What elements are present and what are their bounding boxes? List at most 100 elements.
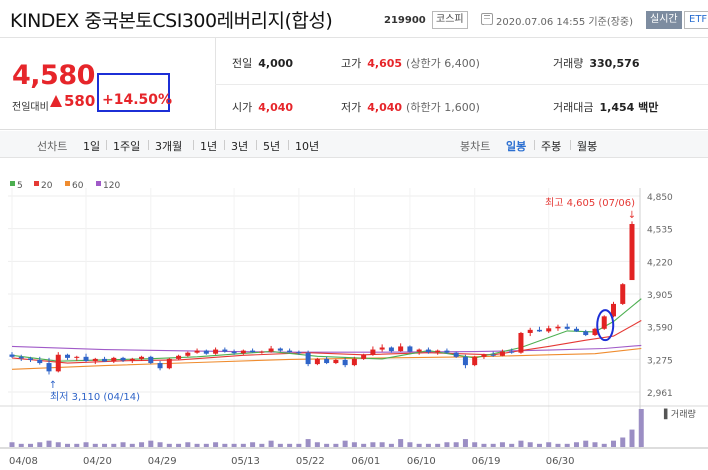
tab-line-chart[interactable]: 선차트 [37,140,68,153]
volume-bar [472,442,478,447]
volume-bar [74,443,80,447]
stat-volume: 거래량 330,576 [553,55,639,71]
tab-candle-chart[interactable]: 봉차트 [460,140,491,153]
candle-body [222,349,228,352]
stat-label: 고가 [341,57,362,70]
tab-monthly[interactable]: 월봉 [569,140,598,153]
volume-bar [555,443,561,447]
volume-bar [268,440,274,447]
volume-bar [240,443,246,447]
volume-bar [37,442,43,447]
candle-body [139,356,145,359]
candle-body [185,352,191,356]
legend-swatch [65,181,70,186]
stat-note: (상한가 6,400) [406,57,480,70]
volume-bar [536,443,542,447]
legend-label: 5 [17,181,23,191]
candle-body [250,350,256,353]
x-tick-label: 06/10 [407,456,436,467]
volume-bar [638,409,644,447]
min-label: 최저 3,110 (04/14) [50,391,140,403]
volume-bar [139,442,145,447]
volume-bar [592,442,598,447]
volume-bar [157,442,163,447]
volume-bar [166,443,172,447]
volume-bar [120,442,126,447]
volume-bars [9,409,644,447]
volume-bar [518,440,524,447]
candle-body [148,356,154,364]
tab-range-3m[interactable]: 3개월 [147,140,183,153]
x-tick-label: 04/08 [9,456,38,467]
volume-bar [277,443,283,447]
y-tick-label: 3,590 [647,324,673,334]
volume-bar [203,443,209,447]
volume-bar [194,443,200,447]
min-arrow-icon: ↑ [49,380,57,391]
divider [215,84,708,85]
tab-range-3y[interactable]: 3년 [223,140,249,153]
etf-button[interactable]: ETF [684,11,708,29]
candle-body [490,354,496,356]
candle-body [620,284,626,304]
up-arrow-icon [50,95,62,107]
volume-bar [324,443,330,447]
volume-bar [527,442,533,447]
volume-bar [610,440,616,447]
y-tick-label: 4,850 [647,193,673,203]
tab-range-10y[interactable]: 10년 [287,140,320,153]
max-arrow-icon: ↓ [628,210,636,221]
candle-body [277,348,283,351]
candle-body [74,356,80,358]
stat-label: 거래대금 [553,101,594,114]
candle-body [240,350,246,354]
stock-code: 219900 [384,15,426,26]
x-tick-label: 06/01 [351,456,380,467]
candle-body [546,328,552,332]
volume-bar [601,443,607,447]
candle-body [120,357,126,361]
volume-bar [185,442,191,447]
volume-bar [481,443,487,447]
candle-body [268,348,274,352]
tab-range-1w[interactable]: 1주일 [105,140,141,153]
realtime-button[interactable]: 실시간 [646,11,682,29]
candle-body [18,356,24,359]
volume-bar [620,437,626,447]
volume-bar [546,442,552,447]
tab-range-1y[interactable]: 1년 [192,140,218,153]
candle-body [388,347,394,352]
tab-range-1d[interactable]: 1일 [83,140,101,153]
candle-body [83,356,89,361]
candle-body [573,328,579,332]
candle-body [453,352,459,357]
stat-label: 거래량 [553,57,584,70]
candle-body [555,326,561,329]
stock-header: KINDEX 중국본토CSI300레버리지(합성) 219900 코스피 202… [0,0,708,38]
volume-bar [342,440,348,447]
legend-label: 20 [41,181,53,191]
price-chart[interactable]: 5 20 60 120 4,850 4,535 4,220 3,905 3,590 3,275 2… [0,158,708,470]
tab-weekly[interactable]: 주봉 [533,140,562,153]
candle-body [499,351,505,356]
candle-body [157,363,163,369]
x-tick-label: 04/20 [83,456,112,467]
candle-body [28,358,34,360]
volume-bar [46,440,52,447]
candle-body [203,350,209,354]
tab-range-5y[interactable]: 5년 [255,140,281,153]
volume-bar [564,443,570,447]
volume-bar [398,439,404,447]
volume-bar [416,443,422,447]
volume-bar [509,443,515,447]
tab-daily[interactable]: 일봉 [506,140,527,153]
stat-low: 저가 4,040 (하한가 1,600) [341,99,480,115]
candle-body [518,332,524,353]
divider [215,38,216,129]
candle-body [435,350,441,353]
candle-body [296,352,302,354]
stat-prev-close: 전일 4,000 [232,55,293,71]
x-axis-ticks: 04/08 04/20 04/29 05/13 05/22 06/01 06/10 06/19… [9,456,575,467]
volume-bar [629,429,635,447]
candle-body [462,356,468,366]
